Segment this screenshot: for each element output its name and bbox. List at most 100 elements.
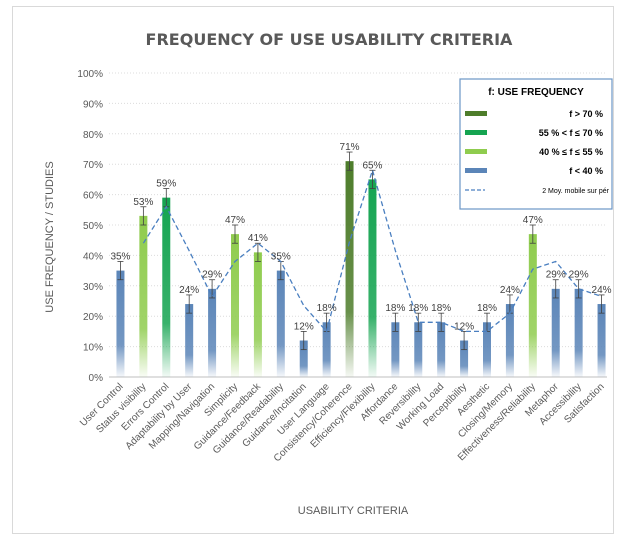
- data-label: 35%: [110, 251, 130, 262]
- y-axis-label: USE FREQUENCY / STUDIES: [44, 161, 56, 312]
- grid-lines: [109, 72, 607, 378]
- bar: [574, 288, 583, 377]
- y-tick-label: 0%: [89, 373, 104, 384]
- y-tick-label: 60%: [83, 191, 103, 202]
- data-label: 41%: [248, 233, 268, 244]
- data-label: 71%: [340, 142, 360, 153]
- bar: [368, 179, 377, 377]
- data-label: 12%: [294, 321, 314, 332]
- bar: [139, 215, 148, 377]
- error-bar: [392, 312, 399, 332]
- bar: [460, 340, 469, 377]
- bar: [253, 252, 262, 377]
- data-label: 47%: [523, 215, 543, 226]
- bar: [231, 234, 239, 377]
- error-bar: [232, 224, 238, 244]
- legend-box: [459, 78, 613, 210]
- bar: [185, 304, 194, 377]
- data-label: 35%: [271, 251, 291, 262]
- y-tick-label: 90%: [83, 99, 103, 110]
- bar: [505, 304, 514, 377]
- data-label: 18%: [317, 303, 337, 314]
- data-label: 24%: [179, 285, 199, 296]
- legend-title: f: USE FREQUENCY: [488, 87, 584, 98]
- legend-label: 55 % < f ≤ 70 %: [539, 128, 603, 138]
- bar: [276, 270, 285, 377]
- error-bar: [346, 151, 353, 171]
- data-labels: 35%53%59%24%29%47%41%35%12%18%71%65%18% 1…: [110, 142, 611, 332]
- y-tick-label: 10%: [83, 343, 103, 354]
- moving-average-line: [142, 168, 602, 333]
- error-bar: [529, 224, 536, 244]
- legend-swatch: [465, 149, 487, 154]
- error-bar: [209, 279, 216, 299]
- error-bar: [415, 312, 422, 332]
- error-bar: [140, 206, 147, 226]
- error-bar: [254, 242, 261, 262]
- bar: [414, 322, 423, 377]
- error-bar: [117, 261, 124, 281]
- legend-label: 40 % ≤ f ≤ 55 %: [539, 147, 603, 157]
- data-label: 18%: [431, 303, 451, 314]
- y-tick-label: 50%: [83, 221, 103, 232]
- data-label: 24%: [592, 285, 612, 296]
- y-tick-label: 40%: [83, 251, 103, 262]
- y-tick-label: 70%: [83, 160, 103, 171]
- bar: [322, 322, 331, 377]
- data-label: 65%: [362, 160, 382, 171]
- error-bar: [575, 279, 582, 299]
- bar: [483, 322, 491, 377]
- legend-label: 2 Moy. mobile sur pér: [542, 188, 609, 195]
- error-bar: [552, 279, 559, 299]
- bars: [116, 161, 606, 377]
- x-axis-label: USABILITY CRITERIA: [298, 505, 409, 517]
- legend-entry: 40 % ≤ f ≤ 55 %: [465, 147, 603, 157]
- legend-swatch: [465, 111, 487, 116]
- bar: [551, 288, 560, 377]
- legend-label: f > 70 %: [569, 109, 603, 119]
- y-tick-label: 30%: [83, 282, 103, 293]
- legend-entry: 2 Moy. mobile sur pér: [465, 188, 610, 195]
- data-label: 24%: [500, 285, 520, 296]
- y-axis-ticks: 0% 10% 20% 30% 40% 50% 60% 70% 80% 90% 100%: [77, 69, 103, 384]
- error-bar: [369, 169, 376, 189]
- legend-entry: f < 40 %: [465, 166, 603, 176]
- error-bar: [186, 294, 193, 314]
- bar: [391, 322, 400, 377]
- bar: [162, 197, 171, 377]
- data-label: 47%: [225, 215, 245, 226]
- bar: [528, 234, 537, 377]
- bar: [116, 270, 125, 377]
- data-label: 12%: [454, 321, 474, 332]
- legend-entry: f > 70 %: [465, 109, 603, 119]
- data-label: 53%: [133, 197, 153, 208]
- error-bars: [117, 151, 605, 351]
- y-tick-label: 100%: [77, 69, 103, 80]
- data-label: 29%: [569, 270, 589, 281]
- error-bar: [598, 294, 605, 314]
- bar: [597, 304, 606, 377]
- error-bar: [438, 312, 445, 332]
- legend: f: USE FREQUENCY f > 70 % 55 % < f ≤ 70 %…: [459, 78, 613, 210]
- bar: [437, 322, 446, 377]
- error-bar: [300, 330, 307, 351]
- bar: [208, 288, 217, 377]
- legend-entry: 55 % < f ≤ 70 %: [465, 128, 603, 138]
- chart-frame: FREQUENCY OF USE USABILITY CRITERIA 0% 10…: [12, 6, 614, 534]
- data-label: 29%: [546, 270, 566, 281]
- data-label: 29%: [202, 270, 222, 281]
- chart-canvas: FREQUENCY OF USE USABILITY CRITERIA 0% 10…: [44, 30, 613, 517]
- data-label: 59%: [156, 179, 176, 190]
- y-tick-label: 20%: [83, 312, 103, 323]
- legend-swatch: [465, 130, 487, 135]
- legend-label: f < 40 %: [569, 166, 603, 176]
- chart-title: FREQUENCY OF USE USABILITY CRITERIA: [146, 30, 514, 49]
- legend-swatch: [465, 168, 487, 173]
- bar: [345, 161, 354, 377]
- y-tick-label: 80%: [83, 130, 103, 141]
- data-label: 18%: [477, 303, 497, 314]
- data-label: 18%: [385, 303, 405, 314]
- bar: [299, 340, 308, 377]
- data-label: 18%: [408, 303, 428, 314]
